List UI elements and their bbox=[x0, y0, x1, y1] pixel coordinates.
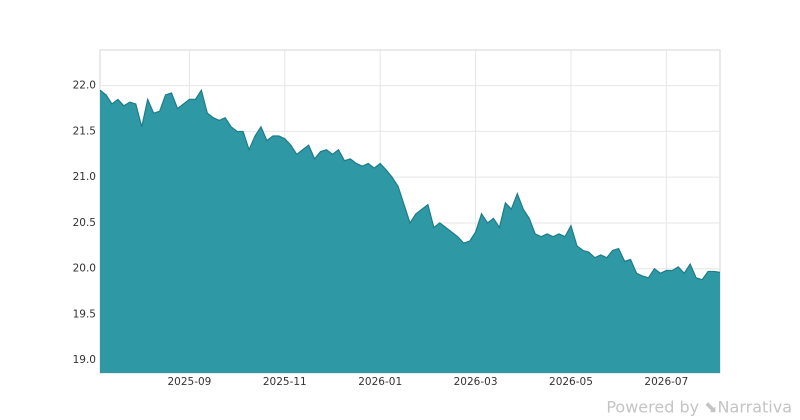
area bbox=[100, 90, 720, 373]
y-tick-label: 21.5 bbox=[73, 125, 96, 137]
x-tick-label: 2026-07 bbox=[644, 376, 688, 388]
y-tick-label: 22.0 bbox=[73, 80, 96, 92]
y-tick-label: 19.0 bbox=[73, 354, 96, 366]
y-tick-label: 20.5 bbox=[73, 217, 96, 229]
y-tick-label: 19.5 bbox=[73, 308, 96, 320]
y-tick-label: 21.0 bbox=[73, 171, 96, 183]
x-tick-label: 2026-05 bbox=[549, 376, 593, 388]
watermark: Powered by ⬊Narrativa bbox=[606, 398, 792, 417]
x-tick-label: 2025-09 bbox=[167, 376, 211, 388]
x-tick-label: 2026-01 bbox=[358, 376, 402, 388]
x-tick-label: 2026-03 bbox=[454, 376, 498, 388]
x-tick-label: 2025-11 bbox=[263, 376, 307, 388]
y-tick-label: 20.0 bbox=[73, 263, 96, 275]
area-line bbox=[99, 88, 721, 281]
